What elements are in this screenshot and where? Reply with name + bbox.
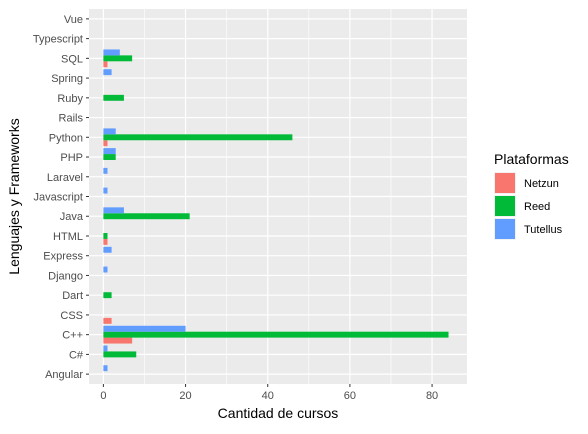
bar-netzun-python xyxy=(103,140,108,147)
bar-tutellus-php xyxy=(103,148,116,155)
y-tick-label-sql: SQL xyxy=(61,53,83,65)
y-tick-label-typescript: Typescript xyxy=(33,34,83,46)
bar-tutellus-java xyxy=(103,207,124,214)
y-tick-label-dart: Dart xyxy=(62,290,83,302)
x-tick-label-80: 80 xyxy=(426,390,438,402)
y-tick-label-java: Java xyxy=(60,211,84,223)
bar-reed-java xyxy=(103,213,190,220)
y-tick-label-python: Python xyxy=(49,132,83,144)
legend-label-tutellus: Tutellus xyxy=(524,224,563,236)
bar-netzun-c xyxy=(103,337,133,344)
bar-tutellus-c xyxy=(103,345,108,352)
y-tick-label-c: C# xyxy=(69,349,84,361)
bar-tutellus-angular xyxy=(103,365,108,372)
x-axis-title: Cantidad de cursos xyxy=(218,405,339,421)
legend-key-reed xyxy=(495,196,515,216)
bar-netzun-css xyxy=(103,317,112,324)
y-tick-label-vue: Vue xyxy=(64,14,83,26)
bar-reed-php xyxy=(103,154,116,160)
bar-tutellus-spring xyxy=(103,69,112,76)
x-tick-label-60: 60 xyxy=(344,390,356,402)
bar-reed-python xyxy=(103,134,293,141)
bar-netzun-html xyxy=(103,238,108,245)
y-tick-label-c: C++ xyxy=(62,330,83,342)
bar-reed-c xyxy=(103,351,137,358)
y-tick-label-html: HTML xyxy=(53,231,83,243)
y-tick-label-php: PHP xyxy=(60,152,83,164)
bar-netzun-sql xyxy=(103,61,108,68)
bar-reed-sql xyxy=(103,55,133,62)
bar-reed-dart xyxy=(103,292,112,299)
y-tick-label-css: CSS xyxy=(60,310,83,322)
y-tick-label-ruby: Ruby xyxy=(57,93,83,105)
bar-tutellus-express xyxy=(103,246,112,253)
y-tick-label-javascript: Javascript xyxy=(33,192,83,204)
bar-tutellus-javascript xyxy=(103,187,108,194)
y-tick-label-express: Express xyxy=(43,251,83,263)
bar-reed-c xyxy=(103,331,449,338)
legend-key-tutellus xyxy=(495,219,515,239)
x-tick-label-0: 0 xyxy=(100,390,106,402)
x-tick-label-20: 20 xyxy=(179,390,191,402)
x-axis: 0 20 40 60 80 xyxy=(100,384,438,402)
y-tick-label-angular: Angular xyxy=(45,369,83,381)
y-tick-label-spring: Spring xyxy=(51,73,83,85)
bar-tutellus-laravel xyxy=(103,167,108,174)
legend-label-netzun: Netzun xyxy=(524,178,559,190)
bar-reed-html xyxy=(103,233,108,239)
bar-reed-ruby xyxy=(103,94,124,101)
bar-tutellus-python xyxy=(103,128,116,135)
legend-label-reed: Reed xyxy=(524,201,550,213)
legend-key-netzun xyxy=(495,173,515,193)
y-tick-label-rails: Rails xyxy=(59,113,84,125)
legend-title: Plataformas xyxy=(494,151,569,167)
x-tick-label-40: 40 xyxy=(262,390,274,402)
y-tick-label-laravel: Laravel xyxy=(47,172,83,184)
y-axis-title: Lenguajes y Frameworks xyxy=(6,118,22,274)
legend: Plataformas Netzun Reed Tutellus xyxy=(494,151,569,240)
bars-layer xyxy=(103,49,449,372)
bar-tutellus-sql xyxy=(103,49,120,56)
y-tick-label-django: Django xyxy=(48,270,83,282)
bar-tutellus-c xyxy=(103,325,186,332)
y-axis: Angular C# C++ CSS Dart Django Express HTML Java… xyxy=(33,14,89,381)
bar-tutellus-django xyxy=(103,266,108,273)
